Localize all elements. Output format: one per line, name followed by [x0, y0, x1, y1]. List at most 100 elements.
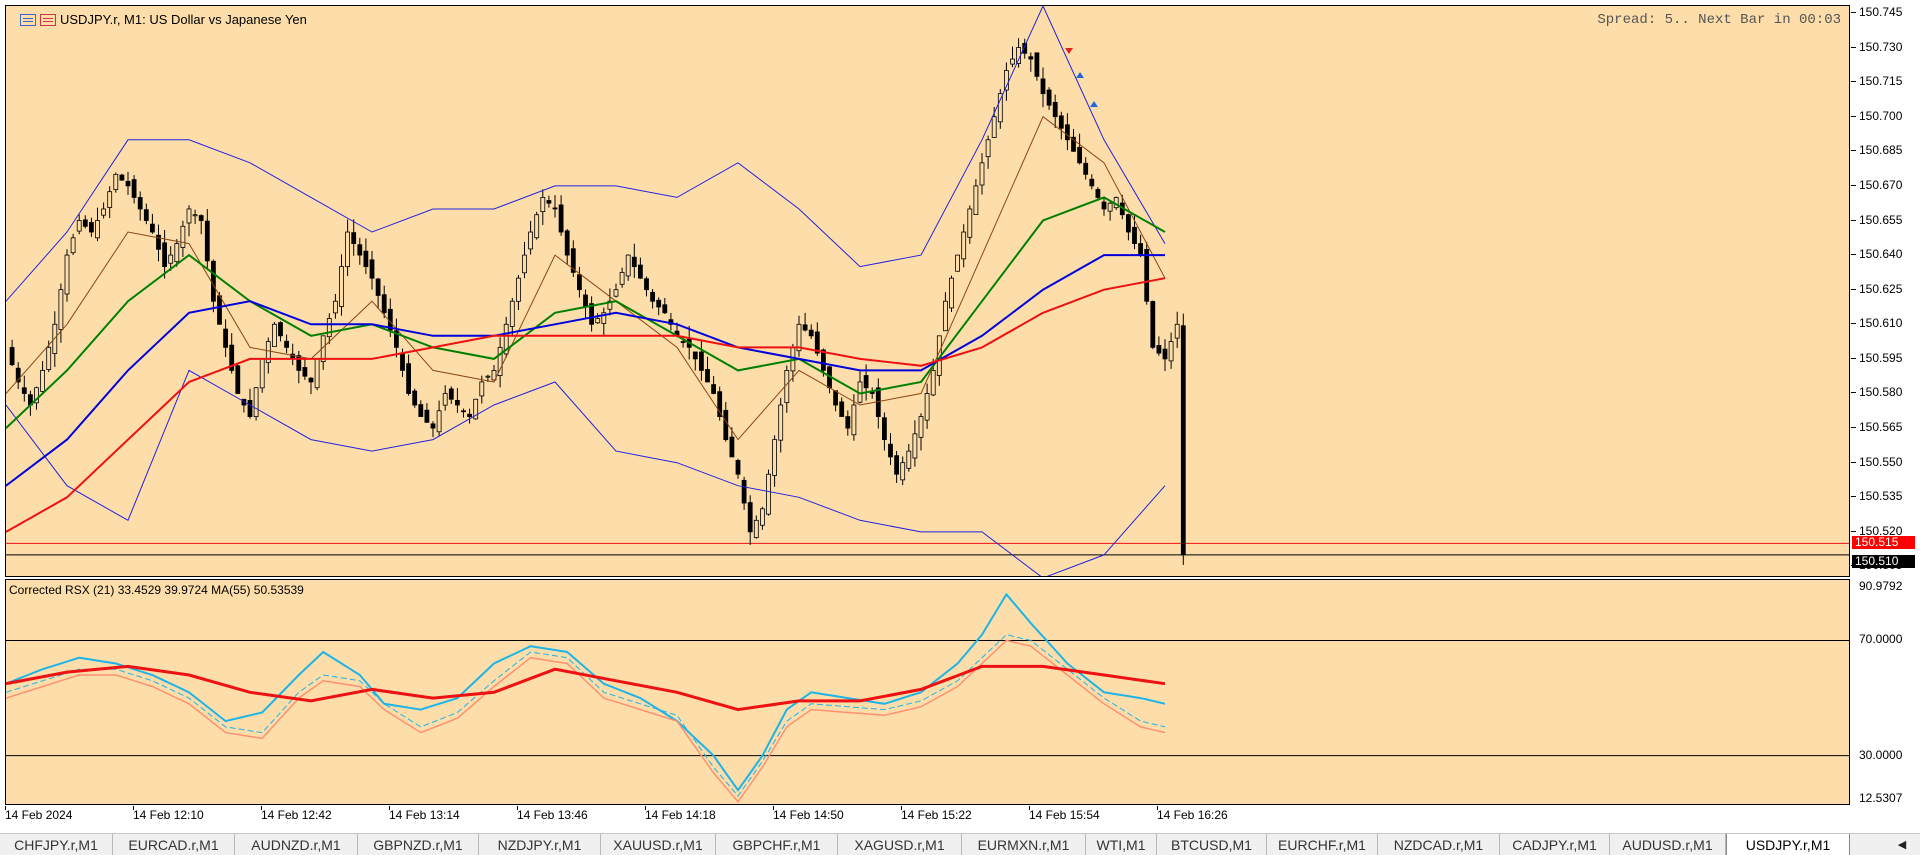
candle-body [930, 370, 936, 396]
tab-xagusd-r-m1[interactable]: XAGUSD.r,M1 [838, 834, 962, 855]
candle-body [265, 341, 271, 364]
candle-body [400, 353, 405, 371]
candle-body [1046, 89, 1052, 106]
candle-body [558, 204, 564, 233]
price-axis-label: 150.715 [1859, 74, 1903, 89]
candle-body [485, 375, 491, 378]
tab-nzdcad-r-m1[interactable]: NZDCAD.r,M1 [1378, 834, 1500, 855]
time-axis-tick [389, 806, 390, 810]
tab-xauusd-r-m1[interactable]: XAUUSD.r,M1 [601, 834, 716, 855]
price-chart-panel[interactable]: USDJPY.r, M1: US Dollar vs Japanese Yen … [5, 5, 1850, 577]
candle-body [442, 393, 448, 406]
candle-body [845, 416, 851, 429]
candle-body [564, 230, 570, 256]
candle-body [1180, 325, 1186, 556]
price-axis-label: 150.595 [1859, 350, 1903, 365]
chart-type-icon[interactable] [40, 13, 56, 26]
price-axis-tick [1851, 427, 1856, 429]
candle-body [778, 404, 784, 441]
candle-body [326, 318, 332, 338]
time-axis-tick [133, 806, 134, 810]
price-axis-tick [1851, 150, 1856, 152]
candle-body [46, 346, 52, 370]
time-axis-label: 14 Feb 14:50 [773, 808, 844, 822]
tab-btcusd-m1[interactable]: BTCUSD,M1 [1157, 834, 1267, 855]
price-axis-tick [1851, 357, 1856, 359]
rsx-signal-line [6, 634, 1166, 797]
tab-eurcad-r-m1[interactable]: EURCAD.r,M1 [113, 834, 235, 855]
price-axis-label: 150.670 [1859, 177, 1903, 192]
candle-body [143, 209, 149, 221]
candle-body [918, 416, 924, 438]
triangle-left-icon[interactable]: ◀ [1897, 839, 1907, 851]
rsx-axis-label: 70.0000 [1859, 632, 1903, 647]
tab-wti-m1[interactable]: WTI,M1 [1086, 834, 1157, 855]
candle-body [753, 519, 759, 538]
candle-body [601, 312, 607, 324]
tab-gbpchf-r-m1[interactable]: GBPCHF.r,M1 [716, 834, 838, 855]
rsx-indicator-canvas[interactable] [6, 580, 1850, 805]
candle-body [302, 367, 308, 377]
candle-body [351, 232, 357, 244]
chart-list-icon[interactable] [20, 13, 36, 26]
candle-body [1101, 201, 1107, 210]
candle-body [711, 384, 716, 394]
candle-body [448, 388, 454, 400]
candle-body [119, 174, 125, 181]
candle-body [863, 375, 869, 389]
candle-body [589, 303, 594, 325]
candle-body [1174, 323, 1180, 339]
candle-body [1077, 146, 1082, 164]
candle-body [369, 259, 375, 279]
red-ma-line [6, 277, 1166, 533]
candle-body [137, 197, 143, 210]
tab-eurmxn-r-m1[interactable]: EURMXN.r,M1 [962, 834, 1086, 855]
tab-audnzd-r-m1[interactable]: AUDNZD.r,M1 [235, 834, 358, 855]
candle-body [217, 295, 222, 325]
buy-arrow-icon [1090, 101, 1098, 107]
tab-nzdjpy-r-m1[interactable]: NZDJPY.r,M1 [479, 834, 601, 855]
tab-cadjpy-r-m1[interactable]: CADJPY.r,M1 [1500, 834, 1610, 855]
rsx-indicator-panel[interactable]: Corrected RSX (21) 33.4529 39.9724 MA(55… [5, 579, 1850, 805]
candle-body [692, 351, 698, 360]
candle-body [229, 344, 235, 371]
candle-body [162, 242, 168, 268]
candle-body [766, 473, 771, 515]
price-axis-label: 150.610 [1859, 316, 1903, 331]
candle-body [644, 278, 649, 291]
price-axis-label: 150.730 [1859, 39, 1903, 54]
candle-body [912, 433, 918, 459]
rsx-ma-line [6, 664, 1166, 712]
tab-audusd-r-m1[interactable]: AUDUSD.r,M1 [1610, 834, 1726, 855]
green-ma-line [6, 196, 1166, 429]
candle-body [332, 300, 338, 314]
time-axis-label: 14 Feb 13:14 [389, 808, 460, 822]
candle-body [1065, 124, 1070, 141]
buy-arrow-icon [1076, 72, 1084, 78]
price-axis[interactable]: 150.745 150.730 150.715 150.700 150.685 150.6… [1851, 5, 1920, 577]
candle-body [479, 381, 485, 397]
tab-chfjpy-r-m1[interactable]: CHFJPY.r,M1 [0, 834, 113, 855]
candle-body [418, 404, 424, 417]
candle-body [491, 370, 497, 381]
time-axis-tick [1029, 806, 1030, 810]
tab-eurchf-r-m1[interactable]: EURCHF.r,M1 [1267, 834, 1378, 855]
candle-body [357, 244, 363, 256]
candle-body [125, 180, 131, 187]
candle-body [271, 323, 277, 348]
price-chart-canvas[interactable] [6, 6, 1850, 577]
price-axis-label: 150.550 [1859, 454, 1903, 469]
chart-title-text: USDJPY.r, M1: US Dollar vs Japanese Yen [60, 12, 307, 27]
candle-body [284, 340, 290, 348]
tab-usdjpy-r-m1[interactable]: USDJPY.r,M1 [1726, 834, 1850, 855]
candle-body [1138, 243, 1143, 256]
price-axis-label: 150.745 [1859, 4, 1903, 19]
candle-body [198, 215, 204, 221]
tab-gbpnzd-r-m1[interactable]: GBPNZD.r,M1 [358, 834, 479, 855]
rsx-axis[interactable]: 90.9792 70.0000 30.0000 12.5307 [1851, 579, 1920, 805]
spread-timer-text: Spread: 5.. Next Bar in 00:03 [1597, 12, 1841, 28]
time-axis-tick [645, 806, 646, 810]
time-axis[interactable]: 14 Feb 2024 14 Feb 12:10 14 Feb 12:42 14 Fe… [0, 806, 1850, 833]
candle-body [430, 423, 436, 429]
candle-body [961, 231, 967, 260]
